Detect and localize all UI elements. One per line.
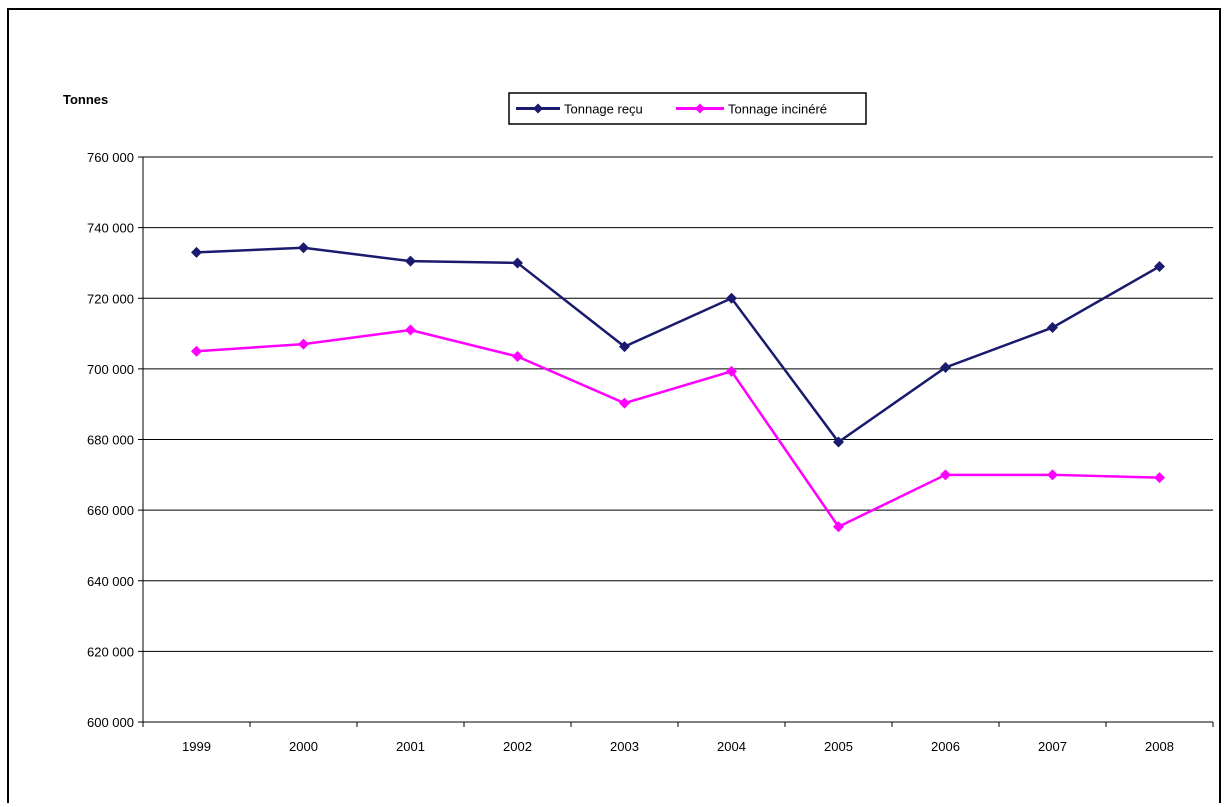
data-point [726,292,737,304]
data-point [940,361,951,373]
x-tick-label: 2006 [931,739,960,754]
x-tick-label: 2001 [396,739,425,754]
data-point [619,341,630,353]
data-point [940,469,951,481]
x-tick-label: 2002 [503,739,532,754]
x-tick-label: 2008 [1145,739,1174,754]
gridlines [143,156,1213,652]
data-point [298,338,309,350]
chart-frame [7,8,1221,803]
data-point [512,351,523,363]
x-tick-label: 2004 [717,739,746,754]
data-point [405,255,416,267]
x-tick-label: 2007 [1038,739,1067,754]
series-line [196,246,1161,444]
x-tick-label: 2000 [289,739,318,754]
y-tick-label: 620 000 [87,644,134,659]
legend-label: Tonnage reçu [564,102,643,117]
axes [138,156,1214,727]
y-tick-label: 700 000 [87,362,134,377]
legend-label: Tonnage incinéré [728,102,827,117]
y-axis-label: Tonnes [63,92,108,107]
y-tick-label: 660 000 [87,503,134,518]
y-tick-label: 640 000 [87,574,134,589]
y-tick-label: 760 000 [87,150,134,165]
x-tick-label: 2003 [610,739,639,754]
y-tick-labels: 600 000 620 000 640 000 660 000 680 000 700 0… [87,150,134,730]
x-tick-label: 2005 [824,739,853,754]
y-tick-label: 720 000 [87,291,134,306]
data-point [1154,260,1165,272]
data-point [298,242,309,254]
x-tick-labels: 1999 2000 2001 2002 2003 2004 2005 2006 2007 2008 [182,739,1174,754]
data-point [833,436,844,448]
data-point [191,246,202,258]
data-point [405,324,416,336]
x-tick-label: 1999 [182,739,211,754]
series-line [196,328,1160,529]
series-1 [191,242,1165,448]
data-point [1047,469,1058,481]
data-point [833,521,844,533]
series-lines [191,242,1165,533]
legend-swatch-marker [695,103,705,114]
legend: Tonnage reçu Tonnage incinéré [508,92,867,125]
series-2 [191,324,1165,533]
data-point [1154,472,1165,484]
legend-swatch-marker [533,103,543,114]
y-tick-label: 740 000 [87,221,134,236]
data-point [191,345,202,357]
y-tick-label: 600 000 [87,715,134,730]
y-tick-label: 680 000 [87,433,134,448]
data-point [1047,322,1058,334]
data-point [726,365,737,377]
data-point [512,257,523,269]
data-point [619,397,630,409]
